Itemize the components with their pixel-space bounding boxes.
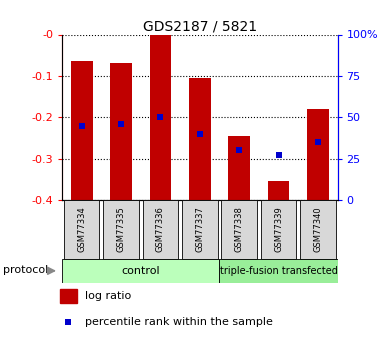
FancyBboxPatch shape — [300, 200, 336, 259]
Bar — [307, 109, 329, 200]
Text: GSM77335: GSM77335 — [117, 207, 126, 252]
FancyBboxPatch shape — [220, 259, 338, 283]
Text: GSM77340: GSM77340 — [314, 207, 322, 252]
Bar — [60, 289, 77, 303]
Text: GSM77338: GSM77338 — [235, 207, 244, 252]
Text: GSM77334: GSM77334 — [77, 207, 86, 252]
FancyBboxPatch shape — [103, 200, 139, 259]
Text: percentile rank within the sample: percentile rank within the sample — [85, 317, 274, 326]
Bar — [268, 181, 289, 200]
FancyBboxPatch shape — [62, 259, 220, 283]
Text: protocol: protocol — [3, 265, 48, 275]
Text: GSM77336: GSM77336 — [156, 207, 165, 252]
Text: GSM77337: GSM77337 — [195, 207, 204, 252]
FancyBboxPatch shape — [182, 200, 218, 259]
Text: triple-fusion transfected: triple-fusion transfected — [220, 266, 338, 276]
Text: GSM77339: GSM77339 — [274, 207, 283, 252]
FancyBboxPatch shape — [143, 200, 178, 259]
Text: log ratio: log ratio — [85, 291, 132, 301]
FancyBboxPatch shape — [222, 200, 257, 259]
FancyBboxPatch shape — [64, 200, 99, 259]
Bar — [229, 136, 250, 200]
FancyBboxPatch shape — [261, 200, 296, 259]
Title: GDS2187 / 5821: GDS2187 / 5821 — [143, 19, 257, 33]
Bar — [71, 61, 93, 200]
Bar — [189, 78, 211, 200]
Bar — [110, 63, 132, 200]
Text: control: control — [121, 266, 160, 276]
Bar — [150, 34, 171, 200]
